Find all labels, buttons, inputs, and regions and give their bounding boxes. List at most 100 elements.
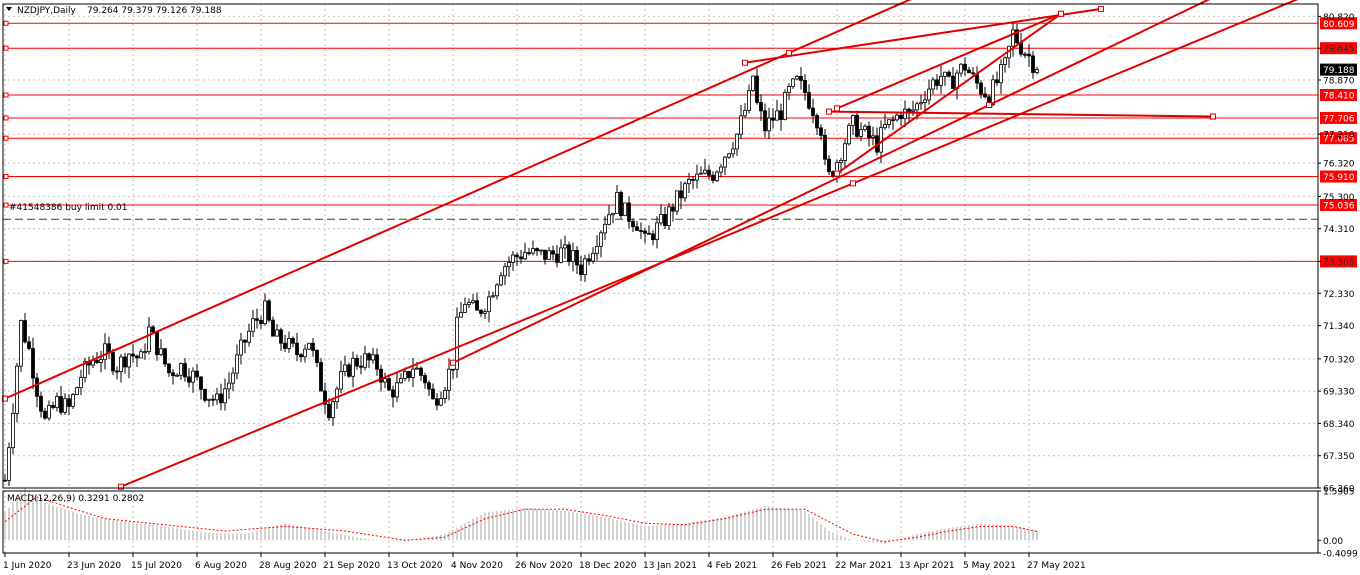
trend-line-handle[interactable]: [118, 483, 124, 490]
trend-line-handle[interactable]: [1058, 10, 1064, 17]
trend-line-handle[interactable]: [850, 180, 856, 187]
candle-body: [171, 372, 175, 377]
time-tick-label: 23 Jun 2020: [67, 561, 121, 571]
candle: [783, 89, 787, 121]
time-tick-label: 1 Jun 2020: [3, 561, 52, 571]
candle-body: [1027, 53, 1031, 57]
order-label[interactable]: #41548386 buy limit 0.01: [9, 203, 128, 213]
candle: [711, 171, 715, 184]
level-price-tag[interactable]: [1320, 132, 1357, 145]
candle-body: [7, 447, 11, 481]
level-price-tag[interactable]: [1320, 111, 1357, 124]
candle: [479, 308, 483, 318]
candle: [579, 255, 583, 282]
candle: [703, 158, 707, 175]
trend-line[interactable]: [744, 7, 1102, 64]
candle: [963, 57, 967, 77]
candle: [107, 336, 111, 359]
trend-line-handle[interactable]: [986, 102, 992, 109]
level-anchor-handle[interactable]: [3, 92, 9, 98]
trend-line[interactable]: [836, 12, 1062, 175]
level-price-tag[interactable]: [1320, 88, 1357, 101]
trend-line[interactable]: [4, 0, 1318, 400]
candle-body: [495, 284, 499, 297]
current-price-label: 79.188: [1323, 66, 1355, 76]
candle: [231, 367, 235, 392]
time-tick-label: 26 Nov 2020: [515, 561, 573, 571]
trend-line-handle[interactable]: [742, 59, 748, 66]
candle: [991, 74, 995, 107]
trend-lines[interactable]: [2, 0, 1319, 490]
price-tick-label: 72.330: [1323, 290, 1355, 300]
trend-line[interactable]: [452, 0, 1318, 364]
candle-body: [783, 91, 787, 120]
candle: [715, 170, 719, 183]
price-tick-label: 78.870: [1323, 76, 1355, 86]
candle-body: [859, 129, 863, 137]
candle-body: [183, 363, 187, 378]
trend-line-handle[interactable]: [450, 359, 456, 366]
candle-body: [911, 109, 915, 112]
candle: [275, 323, 279, 337]
chart-menu-arrow-icon[interactable]: [6, 7, 12, 11]
level-anchor-handle[interactable]: [3, 174, 9, 180]
price-tick-label: 73.308: [1323, 258, 1355, 268]
level-anchor-handle[interactable]: [3, 115, 9, 121]
candle-body: [663, 214, 667, 227]
candle-body: [651, 233, 655, 240]
trend-line-handle[interactable]: [834, 105, 840, 112]
candle: [771, 108, 775, 129]
time-tick-label: 18 Dec 2020: [579, 561, 637, 571]
price-tick-label: 68.340: [1323, 420, 1355, 430]
candle: [863, 124, 867, 132]
level-anchor-handle[interactable]: [3, 20, 9, 26]
candle: [171, 369, 175, 385]
candle: [23, 312, 27, 344]
trend-line[interactable]: [120, 0, 1318, 488]
candle: [3, 473, 7, 482]
level-anchor-handle[interactable]: [3, 135, 9, 141]
price-tick-label: 76.320: [1323, 160, 1355, 170]
trend-line[interactable]: [828, 110, 1214, 118]
candle: [491, 291, 495, 298]
candle: [247, 323, 251, 347]
level-anchor-handle[interactable]: [3, 202, 9, 208]
level-price-tag[interactable]: [1320, 17, 1357, 30]
candle-body: [723, 156, 727, 168]
level-anchor-handle[interactable]: [3, 45, 9, 51]
candle-body: [127, 353, 131, 368]
level-price-tag[interactable]: [1320, 42, 1357, 55]
candle: [351, 351, 355, 388]
candle-body: [223, 388, 227, 404]
candle-body: [99, 359, 103, 363]
candle-body: [471, 300, 475, 303]
trend-line-handle[interactable]: [786, 49, 792, 56]
candle-body: [27, 341, 31, 349]
trend-line[interactable]: [836, 12, 1062, 110]
level-anchor-handle[interactable]: [3, 258, 9, 264]
level-price-tag[interactable]: [1320, 255, 1357, 268]
trend-line-handle[interactable]: [1098, 5, 1104, 12]
price-axis[interactable]: 80.609 79.845 78.410 77.706 77.085 75.910 75.0…: [1318, 13, 1358, 560]
time-axis[interactable]: 1 Jun 2020 23 Jun 2020 15 Jul 2020 6 Aug 20…: [3, 553, 1086, 571]
candle: [847, 123, 851, 146]
level-price-tag[interactable]: [1320, 199, 1357, 212]
horizontal-levels[interactable]: [3, 20, 1318, 264]
candle: [423, 372, 427, 389]
level-price-tag[interactable]: [1320, 170, 1357, 183]
candle-body: [879, 127, 883, 153]
candle-body: [795, 76, 799, 80]
candle-body: [839, 160, 843, 163]
candle-body: [275, 329, 279, 337]
candle: [163, 348, 167, 368]
trend-line-handle[interactable]: [1210, 113, 1216, 120]
candle-body: [439, 398, 443, 406]
trend-line-handle[interactable]: [834, 170, 840, 177]
candle-body: [811, 107, 815, 116]
candle: [531, 240, 535, 256]
level-price-label: 80.609: [1323, 20, 1355, 30]
candle: [575, 246, 579, 274]
trend-line-handle[interactable]: [826, 108, 832, 115]
main-chart-frame: [2, 3, 1319, 489]
